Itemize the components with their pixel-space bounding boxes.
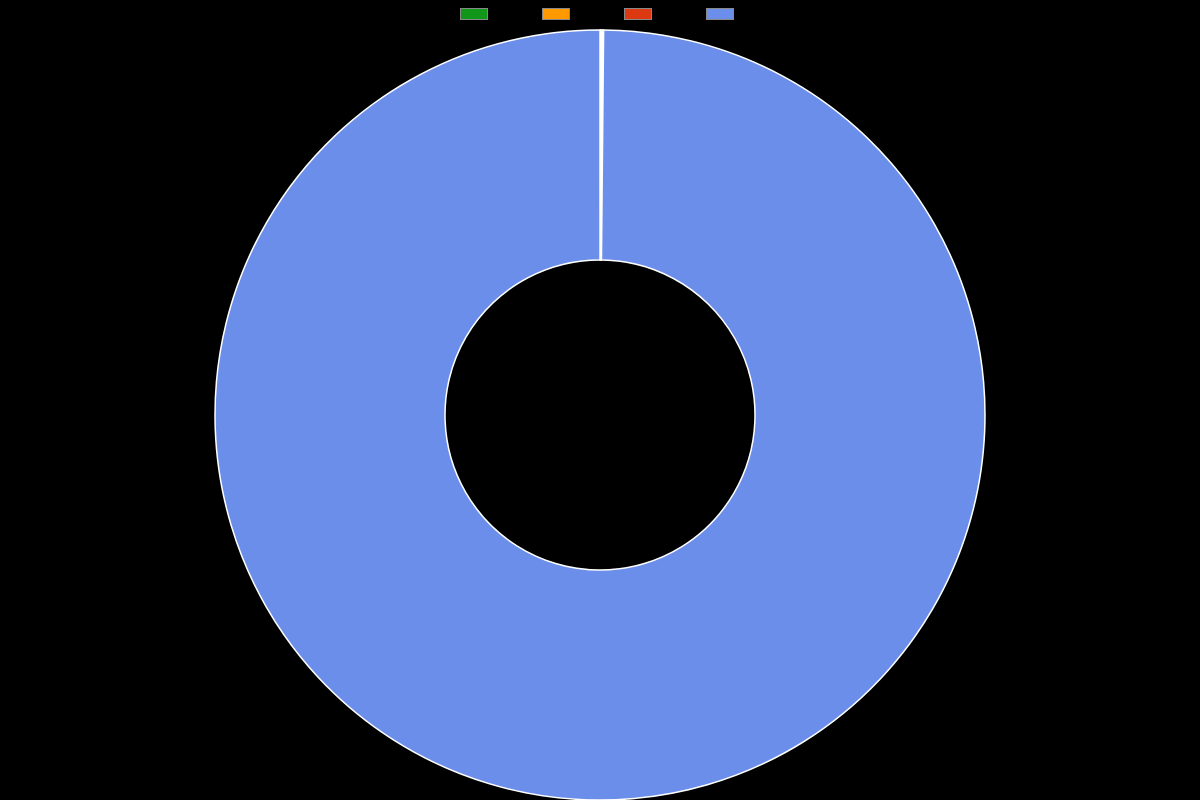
chart-container	[0, 0, 1200, 800]
donut-slice-3[interactable]	[215, 30, 985, 800]
donut-chart	[0, 0, 1200, 800]
